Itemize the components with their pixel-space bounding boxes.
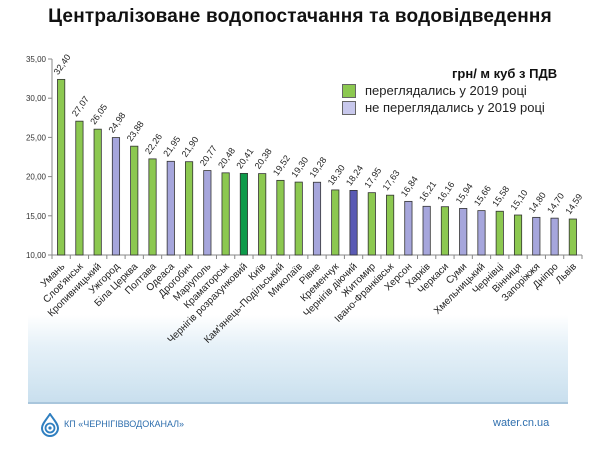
y-tick-label: 15,00: [26, 212, 47, 221]
bar: [130, 145, 139, 256]
y-tick-label: 35,00: [26, 55, 47, 64]
value-label: 19,28: [307, 155, 328, 179]
bar: [568, 218, 577, 256]
y-tick-label: 20,00: [26, 173, 47, 182]
value-label: 16,84: [399, 174, 420, 198]
footer-url[interactable]: water.cn.ua: [493, 417, 550, 429]
value-label: 20,48: [216, 146, 237, 170]
bar-chart: 10,00 15,00 20,00 25,00 30,00 35,00 32,40 27,0…: [26, 52, 584, 346]
bar: [404, 200, 413, 256]
value-label: 14,80: [527, 190, 548, 214]
y-tick-label: 30,00: [26, 94, 47, 103]
x-axis-labels: УманьСлов'янськКропивницькийУжгородБіла …: [39, 261, 579, 346]
bar: [93, 128, 102, 256]
x-tick-label: Львів: [554, 261, 579, 286]
y-tick-label: 10,00: [26, 251, 47, 260]
value-label: 32,40: [52, 52, 73, 76]
legend-label-reviewed: переглядались у 2019 році: [365, 83, 527, 98]
legend-item-reviewed: переглядались у 2019 році: [342, 83, 527, 98]
legend-item-not-reviewed: не переглядались у 2019 році: [342, 100, 545, 115]
bar: [477, 210, 486, 256]
bar: [532, 216, 541, 256]
value-label: 15,58: [490, 184, 511, 208]
value-label: 14,70: [545, 191, 566, 215]
bar: [166, 160, 175, 256]
value-label: 14,59: [563, 192, 584, 216]
bar: [111, 137, 121, 256]
value-label: 15,66: [472, 184, 493, 208]
bar: [386, 194, 395, 256]
bar: [513, 214, 523, 256]
value-label: 23,88: [125, 119, 146, 143]
bar: [550, 217, 559, 256]
legend-label-not-reviewed: не переглядались у 2019 році: [365, 100, 545, 115]
bar: [239, 172, 248, 256]
bar: [331, 189, 340, 256]
bars: [57, 78, 577, 256]
value-label: 17,63: [381, 168, 402, 192]
bar: [203, 170, 212, 256]
y-tick-label: 25,00: [26, 133, 47, 142]
unit-label: грн/ м куб з ПДВ: [452, 66, 558, 81]
water-drop-logo-icon: [40, 413, 60, 437]
bar: [258, 173, 267, 256]
bar: [495, 210, 504, 256]
bar: [276, 179, 285, 256]
bar: [221, 172, 230, 256]
value-label: 18,30: [326, 163, 347, 187]
legend-swatch-reviewed: [342, 83, 356, 98]
bar: [75, 120, 84, 256]
value-label: 20,38: [253, 147, 274, 171]
value-label: 19,30: [289, 155, 310, 179]
bar: [148, 158, 157, 256]
bar: [349, 189, 358, 256]
bar: [459, 208, 468, 256]
legend-swatch-not-reviewed: [342, 100, 356, 115]
page-title: Централізоване водопостачання та водовід…: [48, 6, 552, 27]
value-label: 21,95: [161, 134, 182, 158]
bar: [294, 181, 303, 256]
bar: [422, 205, 431, 256]
footer-organization: КП «ЧЕРНІГІВВОДОКАНАЛ»: [64, 419, 185, 429]
value-label: 21,90: [180, 135, 201, 159]
value-label: 24,98: [106, 111, 127, 135]
value-label: 27,07: [70, 94, 91, 118]
bar: [367, 192, 376, 256]
value-label: 26,05: [88, 102, 109, 126]
value-label: 20,41: [234, 146, 255, 170]
water-splash-background: [28, 315, 568, 404]
bar: [185, 161, 194, 256]
bar: [57, 78, 66, 256]
value-label: 16,21: [417, 179, 438, 203]
bar: [312, 181, 322, 256]
bar: [440, 206, 449, 256]
